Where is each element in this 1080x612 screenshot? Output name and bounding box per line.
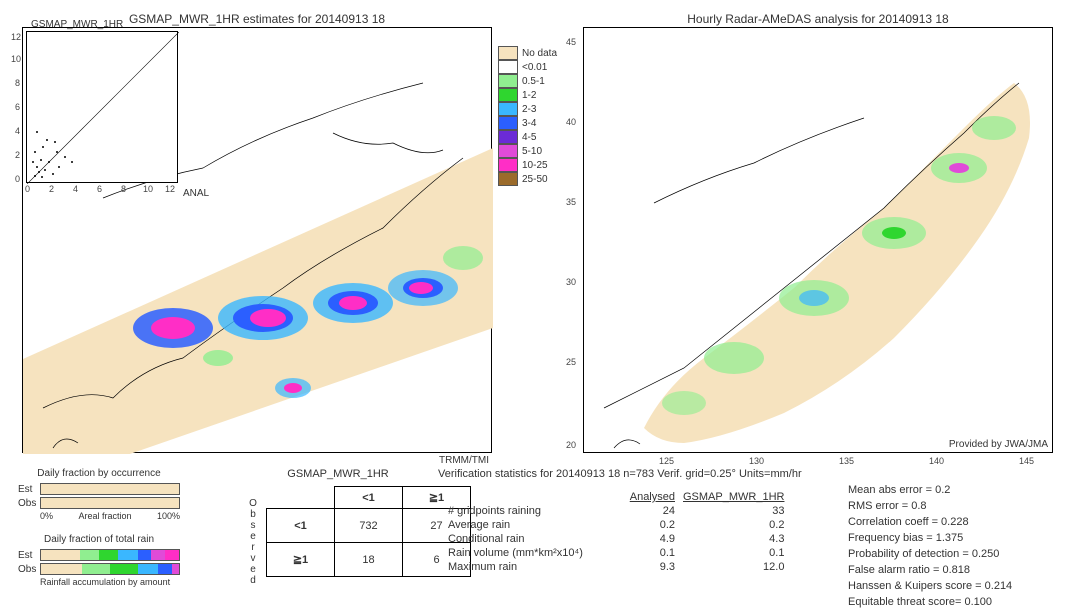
occurrence-bars: Daily fraction by occurrence Est Obs 0% …: [18, 468, 180, 521]
right-map-svg: [584, 28, 1054, 454]
bottom-section: Daily fraction by occurrence Est Obs 0% …: [8, 468, 1072, 608]
legend-row: 3-4: [498, 116, 557, 130]
inset-label: GSMAP_MWR_1HR: [31, 19, 123, 30]
totalrain-bars: Daily fraction of total rain Est Obs Rai…: [18, 534, 180, 587]
left-map-panel: GSMAP_MWR_1HR estimates for 20140913 18: [22, 27, 492, 453]
occ-obs-track: [40, 497, 180, 509]
legend-swatch: [498, 172, 518, 186]
legend-label: 3-4: [522, 118, 536, 129]
legend-row: No data: [498, 46, 557, 60]
right-map-panel: Hourly Radar-AMeDAS analysis for 2014091…: [583, 27, 1053, 453]
contingency-table: <1 ≧1 <1 732 27 ≧1 18 6: [266, 486, 471, 577]
anal-label: ANAL: [183, 188, 209, 199]
legend-label: No data: [522, 48, 557, 59]
legend-swatch: [498, 46, 518, 60]
right-map-footer: Provided by JWA/JMA: [949, 439, 1048, 450]
legend-label: 2-3: [522, 104, 536, 115]
legend-swatch: [498, 60, 518, 74]
legend-label: 1-2: [522, 90, 536, 101]
legend-row: 0.5-1: [498, 74, 557, 88]
rain-est-track: [40, 549, 180, 561]
left-map-inset: GSMAP_MWR_1HR 0 2 4 6 8 10 12 0 2 4 6 8 …: [26, 31, 178, 183]
inset-svg: [27, 32, 179, 184]
legend-swatch: [498, 102, 518, 116]
legend-row: 1-2: [498, 88, 557, 102]
rain-obs-track: [40, 563, 180, 575]
legend-label: 25-50: [522, 174, 548, 185]
color-legend: No data <0.01 0.5-1 1-2 2-3 3-4 4-5 5-10 10-25 25…: [498, 46, 557, 186]
legend-row: 2-3: [498, 102, 557, 116]
legend-row: 5-10: [498, 144, 557, 158]
left-map-title: GSMAP_MWR_1HR estimates for 20140913 18: [129, 12, 385, 26]
legend-swatch: [498, 130, 518, 144]
legend-row: 10-25: [498, 158, 557, 172]
occ-title: Daily fraction by occurrence: [18, 468, 180, 479]
legend-label: 4-5: [522, 132, 536, 143]
legend-row: 25-50: [498, 172, 557, 186]
right-map-title: Hourly Radar-AMeDAS analysis for 2014091…: [687, 12, 948, 26]
legend-swatch: [498, 88, 518, 102]
rain-title: Daily fraction of total rain: [18, 534, 180, 545]
legend-label: 0.5-1: [522, 76, 545, 87]
metrics-list: Mean abs error = 0.2 RMS error = 0.8 Cor…: [848, 482, 1012, 610]
observed-label: Observed: [248, 498, 258, 586]
legend-swatch: [498, 116, 518, 130]
legend-label: <0.01: [522, 62, 547, 73]
occ-est-track: [40, 483, 180, 495]
stats-table: Analysed GSMAP_MWR_1HR # gridpoints rain…: [448, 490, 792, 574]
legend-swatch: [498, 158, 518, 172]
verif-title: Verification statistics for 20140913 18 …: [438, 468, 802, 480]
legend-label: 5-10: [522, 146, 542, 157]
ct-title: GSMAP_MWR_1HR: [253, 468, 423, 480]
legend-swatch: [498, 74, 518, 88]
legend-label: 10-25: [522, 160, 548, 171]
legend-swatch: [498, 144, 518, 158]
legend-row: <0.01: [498, 60, 557, 74]
left-map-footer: TRMM/TMI: [439, 455, 489, 466]
legend-row: 4-5: [498, 130, 557, 144]
